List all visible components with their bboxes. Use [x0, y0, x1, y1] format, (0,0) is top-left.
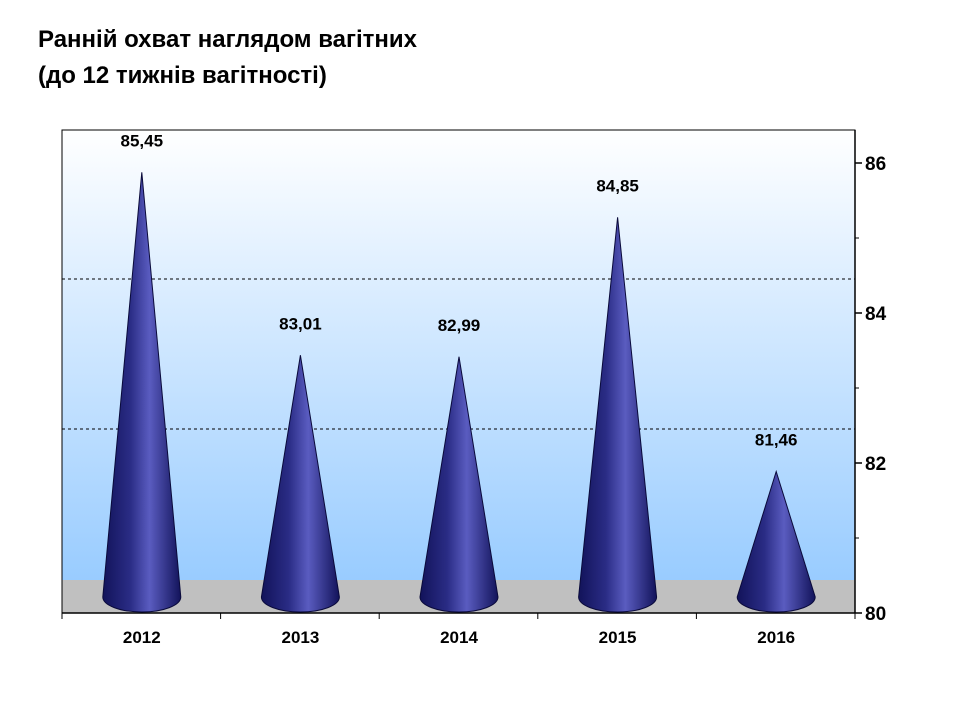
cone-2012	[102, 172, 182, 613]
cone-2013	[260, 355, 340, 613]
chart-title: Ранній охват наглядом вагітних (до 12 ти…	[38, 22, 417, 94]
category-label: 2016	[757, 628, 795, 647]
cone-body	[736, 469, 816, 613]
y-tick-label: 82	[865, 454, 886, 475]
cone-body	[102, 172, 182, 613]
category-label: 2015	[599, 628, 637, 647]
category-label: 2013	[281, 628, 319, 647]
cone-body	[419, 356, 499, 613]
category-label: 2014	[440, 628, 478, 647]
cone-2015	[578, 217, 658, 613]
value-label: 82,99	[438, 316, 481, 335]
chart-title-line-1: Ранній охват наглядом вагітних	[38, 26, 418, 53]
value-label: 83,01	[279, 314, 322, 333]
cone-body	[578, 217, 658, 613]
y-tick-label: 80	[865, 604, 886, 625]
value-label: 81,46	[755, 431, 798, 450]
category-label: 2012	[123, 628, 161, 647]
cone-2014	[419, 356, 499, 613]
y-tick-label: 86	[865, 154, 886, 175]
chart-title-line-2: (до 12 тижнів вагітності)	[38, 62, 327, 89]
cone-body	[260, 355, 340, 613]
value-label: 85,45	[121, 131, 164, 150]
cone-2016	[736, 469, 816, 613]
y-tick-label: 84	[865, 304, 887, 325]
value-label: 84,85	[596, 176, 639, 195]
